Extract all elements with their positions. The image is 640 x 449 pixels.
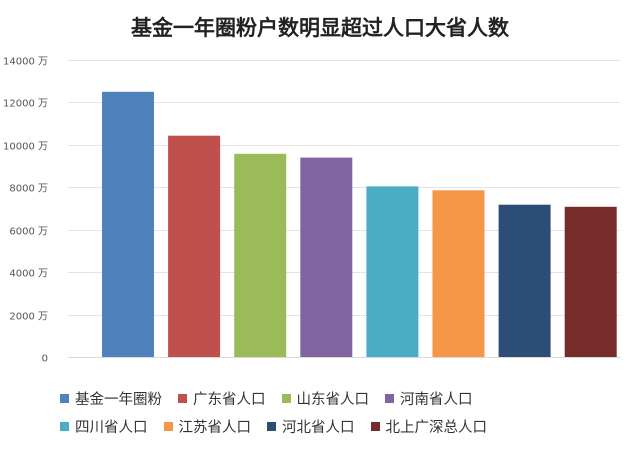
legend-swatch	[267, 421, 276, 431]
legend-item: 基金一年圈粉	[60, 388, 162, 409]
chart-title: 基金一年圈粉户数明显超过人口大省人数	[131, 16, 509, 40]
legend-swatch	[60, 393, 69, 403]
bar-基金一年圈粉: 基金一年圈粉: 12500	[102, 91, 154, 358]
bar-四川省人口: 四川省人口: 8040	[366, 186, 419, 357]
legend-label: 基金一年圈粉	[75, 391, 162, 408]
bar-河南省人口: 河南省人口: 9400	[300, 157, 353, 357]
y-tick-label: 12000 万	[3, 99, 48, 110]
legend-item: 山东省人口	[281, 388, 370, 409]
y-tick-label: 14000 万	[3, 57, 48, 68]
legend-item: 北上广深总人口	[370, 416, 488, 437]
bar-河北省人口: 河北省人口: 7180	[498, 204, 551, 357]
y-tick-label: 4000 万	[9, 269, 48, 280]
legend-item: 河北省人口	[267, 416, 355, 437]
legend-label: 广东省人口	[193, 391, 266, 408]
legend-label: 四川省人口	[75, 419, 148, 436]
y-tick-label: 2000 万	[9, 312, 48, 323]
legend-item: 广东省人口	[178, 388, 266, 409]
bar-江苏省人口: 江苏省人口: 7860	[432, 190, 485, 357]
bar-广东省人口: 广东省人口: 10430	[168, 135, 221, 357]
legend-swatch	[60, 421, 69, 431]
legend-row: 基金一年圈粉 广东省人口 山东省人口 河南省人口	[60, 384, 640, 412]
legend-swatch	[281, 393, 291, 403]
legend-item: 江苏省人口	[163, 416, 252, 437]
legend-label: 山东省人口	[296, 391, 370, 408]
y-tick-label: 6000 万	[9, 227, 48, 238]
legend-label: 北上广深总人口	[385, 419, 488, 436]
legend-label: 河北省人口	[282, 419, 355, 436]
y-tick-label: 0	[42, 354, 48, 365]
legend: 基金一年圈粉 广东省人口 山东省人口 河南省人口 四川省人口 江苏省人口 河北省人口 北上广…	[60, 384, 640, 440]
y-tick-label: 10000 万	[3, 142, 48, 153]
legend-swatch	[163, 421, 173, 431]
y-tick-label: 8000 万	[9, 184, 48, 195]
legend-label: 江苏省人口	[178, 419, 252, 436]
legend-item: 河南省人口	[385, 388, 473, 409]
bar-山东省人口: 山东省人口: 9580	[234, 153, 287, 357]
legend-row: 四川省人口 江苏省人口 河北省人口 北上广深总人口	[60, 412, 640, 440]
legend-item: 四川省人口	[60, 416, 148, 437]
bar-北上广深总人口: 北上广深总人口: 7080	[564, 206, 617, 357]
legend-swatch	[385, 393, 394, 403]
legend-swatch	[178, 393, 187, 403]
legend-label: 河南省人口	[400, 391, 473, 408]
legend-swatch	[370, 421, 380, 431]
